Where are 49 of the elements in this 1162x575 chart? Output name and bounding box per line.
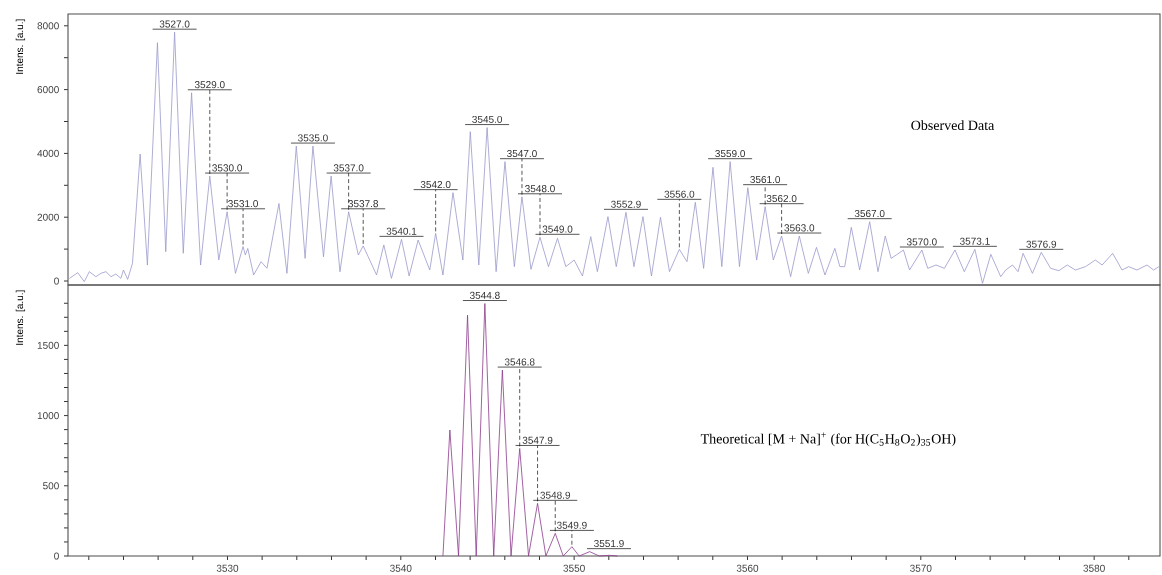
annotation: 3537.8 bbox=[348, 200, 379, 208]
y-tick-label: 1000 bbox=[37, 412, 59, 420]
annotation: 3548.9 bbox=[540, 491, 571, 499]
y-axis-title: Intens. [a.u.] bbox=[15, 290, 26, 345]
y-tick-label: 0 bbox=[54, 552, 59, 560]
annotation: 3544.8 bbox=[469, 291, 500, 299]
annotation: 3535.0 bbox=[298, 134, 328, 142]
x-tick-label: 3570 bbox=[910, 564, 932, 572]
annotation: 3567.0 bbox=[854, 209, 885, 218]
annotation: 3552.9 bbox=[611, 200, 641, 208]
y-tick-label: 2000 bbox=[37, 213, 59, 221]
annotation: 3551.9 bbox=[594, 539, 624, 548]
annotation: 3530.0 bbox=[212, 164, 243, 172]
annotation: 3542.0 bbox=[420, 180, 451, 189]
annotation: 3537.0 bbox=[333, 164, 364, 172]
y-tick-label: 8000 bbox=[37, 22, 59, 30]
text: Theoretical [M + Na]$^{+}$ (for H(C$_{5}$H$_{8}$O$_{2}$)$_{35}$OH) bbox=[700, 432, 956, 447]
annotation: 3563.0 bbox=[784, 224, 815, 232]
x-tick-label: 3580 bbox=[1083, 564, 1105, 572]
annotation: 3529.0 bbox=[194, 81, 225, 89]
x-tick-label: 3560 bbox=[736, 564, 759, 572]
annotation: 3545.0 bbox=[472, 115, 503, 123]
annotation: 3547.0 bbox=[507, 150, 537, 158]
annotation: 3549.0 bbox=[542, 225, 573, 233]
x-tick-label: 3540 bbox=[390, 564, 412, 572]
annotation: 3570.0 bbox=[906, 238, 937, 246]
x-tick-label: 3530 bbox=[216, 564, 239, 572]
annotation: 3559.0 bbox=[715, 150, 746, 158]
annotation: 3576.9 bbox=[1026, 240, 1057, 248]
annotation: 3562.0 bbox=[766, 195, 797, 203]
line-series bbox=[68, 31, 1160, 284]
y-tick-label: 6000 bbox=[37, 86, 59, 94]
annotation: 3540.1 bbox=[386, 227, 417, 235]
y-tick-label: 500 bbox=[43, 482, 59, 490]
text: Observed Data bbox=[911, 120, 995, 131]
y-tick-label: 0 bbox=[54, 277, 59, 285]
annotation: 3573.1 bbox=[959, 237, 990, 245]
y-axis-title: Intens. [a.u.] bbox=[15, 19, 26, 74]
annotation: 3547.9 bbox=[522, 436, 553, 444]
y-tick-label: 4000 bbox=[37, 149, 59, 157]
annotation: 3527.0 bbox=[159, 20, 190, 28]
annotation: 3531.0 bbox=[228, 200, 258, 208]
annotation: 3546.8 bbox=[504, 358, 535, 366]
annotation: 3556.0 bbox=[664, 190, 695, 198]
y-tick-label: 1500 bbox=[37, 341, 59, 349]
x-tick-label: 3550 bbox=[563, 564, 585, 572]
annotation: 3549.9 bbox=[556, 521, 587, 529]
annotation: 3561.0 bbox=[750, 175, 781, 184]
annotation: 3548.0 bbox=[525, 185, 555, 193]
